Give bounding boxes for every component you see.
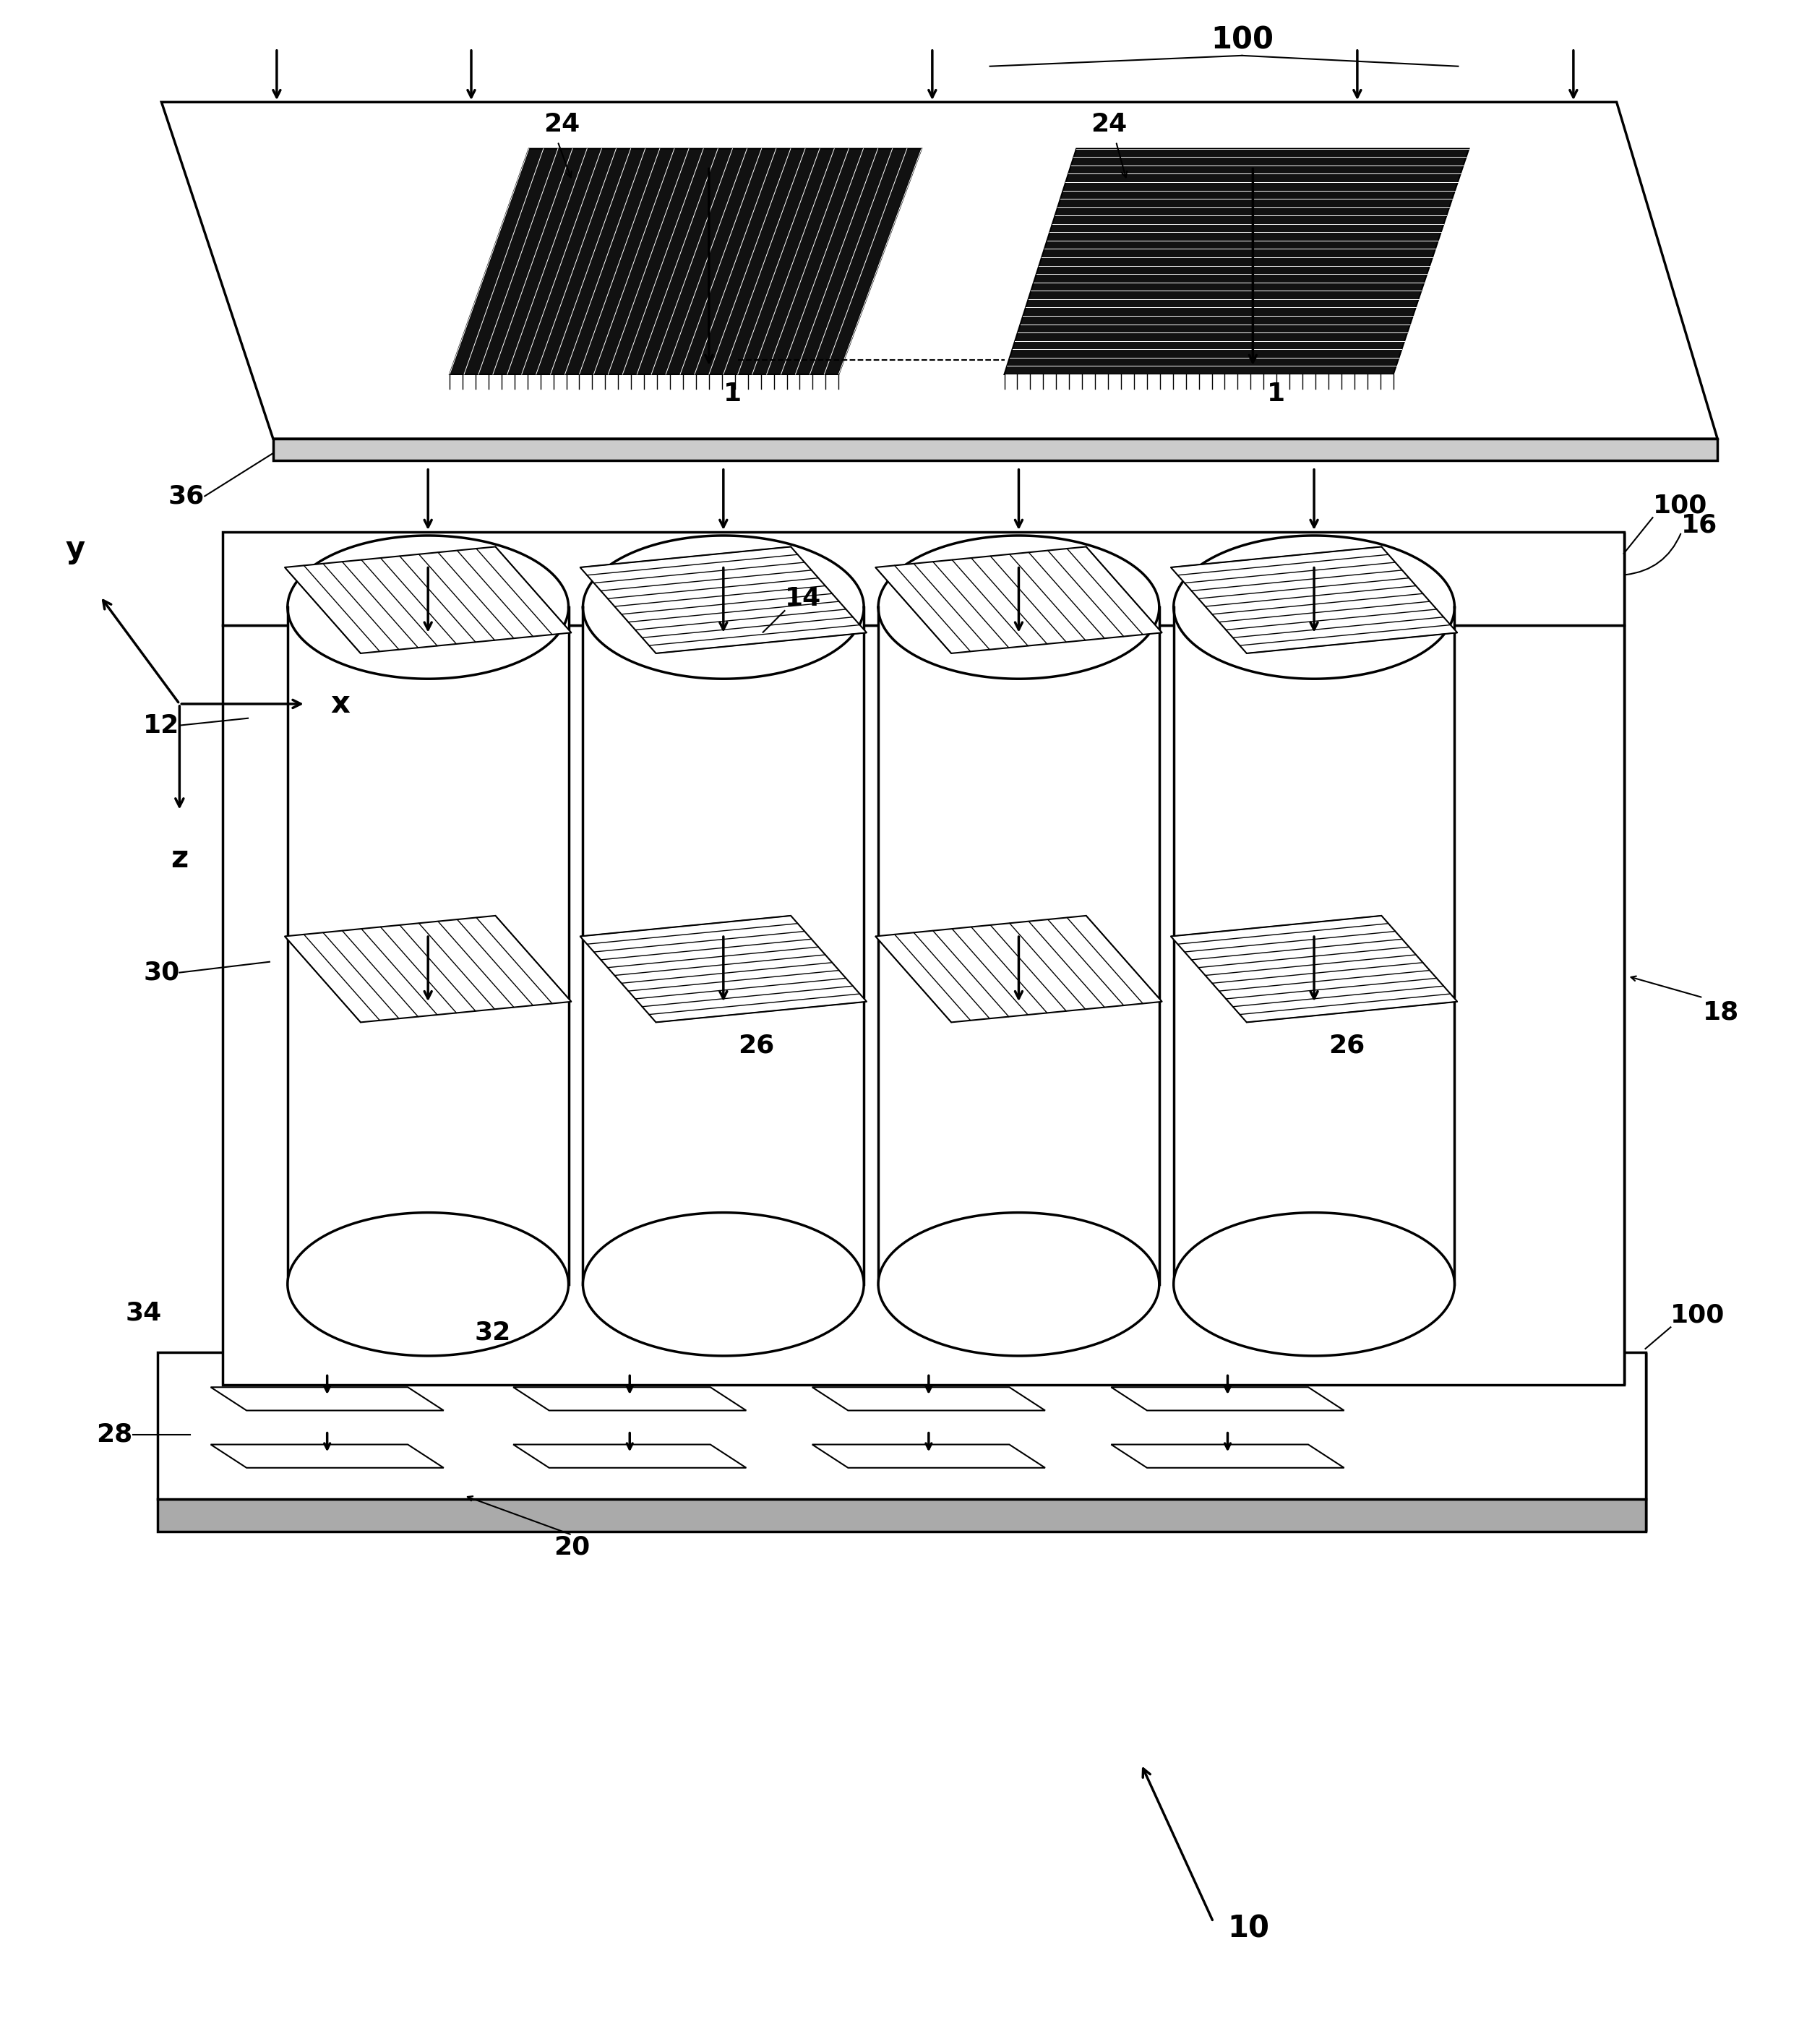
Polygon shape (811, 1388, 1045, 1410)
Polygon shape (513, 1445, 747, 1468)
Text: 100: 100 (1211, 25, 1274, 55)
Polygon shape (1004, 149, 1470, 374)
Text: 18: 18 (1704, 1000, 1740, 1024)
Polygon shape (223, 531, 1624, 625)
Polygon shape (210, 1445, 444, 1468)
Text: 24: 24 (1090, 112, 1128, 137)
Polygon shape (876, 546, 1162, 654)
Text: 30: 30 (144, 961, 180, 985)
Polygon shape (284, 916, 572, 1022)
Polygon shape (876, 916, 1162, 1022)
Polygon shape (210, 1388, 444, 1410)
Polygon shape (1173, 607, 1455, 1284)
Polygon shape (1112, 1445, 1344, 1468)
Polygon shape (811, 1445, 1045, 1468)
Text: 1: 1 (723, 382, 741, 407)
Text: 1: 1 (1266, 382, 1286, 407)
Polygon shape (1171, 546, 1457, 654)
Polygon shape (450, 149, 921, 374)
Text: z: z (171, 844, 189, 875)
Polygon shape (288, 1212, 568, 1355)
Text: 32: 32 (475, 1320, 511, 1345)
Polygon shape (223, 625, 1624, 1384)
Text: 100: 100 (1671, 1302, 1725, 1327)
Polygon shape (288, 607, 568, 1284)
Text: 24: 24 (543, 112, 579, 137)
Text: 14: 14 (784, 587, 820, 611)
Text: y: y (65, 533, 85, 564)
Polygon shape (878, 607, 1159, 1284)
Text: 100: 100 (1653, 493, 1707, 517)
Polygon shape (878, 1212, 1159, 1355)
Polygon shape (1112, 1388, 1344, 1410)
Polygon shape (513, 1388, 747, 1410)
Polygon shape (583, 607, 864, 1284)
Polygon shape (1173, 1212, 1455, 1355)
Text: 28: 28 (97, 1423, 133, 1447)
Polygon shape (579, 546, 867, 654)
Text: 26: 26 (1328, 1034, 1365, 1059)
Polygon shape (579, 916, 867, 1022)
Polygon shape (273, 439, 1718, 460)
Polygon shape (1171, 916, 1457, 1022)
Text: 20: 20 (554, 1535, 590, 1560)
Polygon shape (583, 1212, 864, 1355)
Polygon shape (158, 1353, 1646, 1498)
Text: 10: 10 (1227, 1913, 1270, 1944)
Text: x: x (331, 689, 351, 719)
Text: 26: 26 (738, 1034, 774, 1059)
Text: 34: 34 (126, 1300, 162, 1325)
Text: 16: 16 (1682, 513, 1718, 538)
Polygon shape (162, 102, 1718, 439)
Polygon shape (284, 546, 572, 654)
Polygon shape (158, 1498, 1646, 1531)
Text: 12: 12 (144, 713, 180, 738)
Text: 36: 36 (169, 484, 205, 509)
